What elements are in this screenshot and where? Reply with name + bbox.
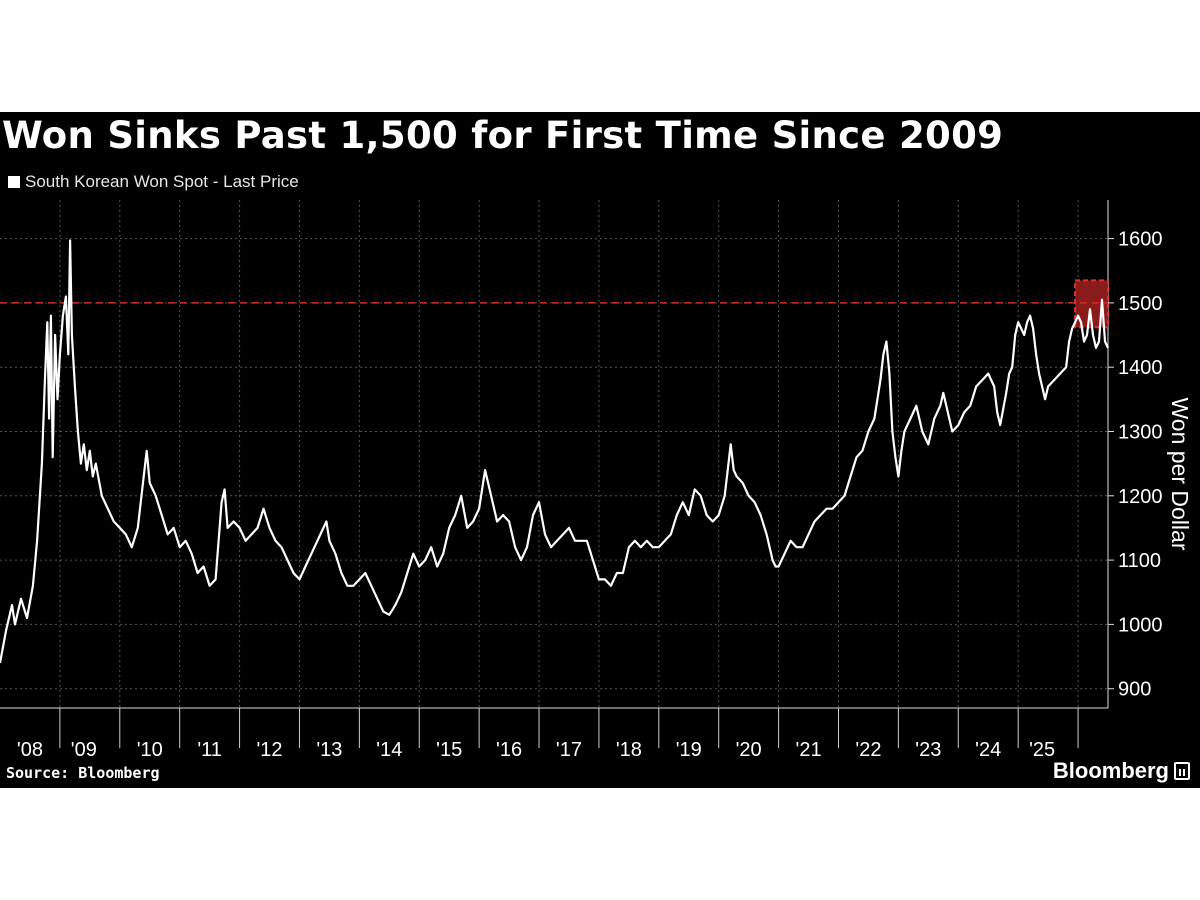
x-tick-label: '12	[256, 739, 282, 761]
x-tick-label: '19	[676, 739, 702, 761]
x-tick-label: '21	[796, 739, 822, 761]
x-tick-label: '17	[556, 739, 582, 761]
x-tick-label: '22	[855, 739, 881, 761]
y-tick-label: 1400	[1118, 357, 1163, 379]
terminal-icon	[1174, 762, 1190, 780]
legend: South Korean Won Spot - Last Price	[8, 172, 299, 192]
chart-card: Won Sinks Past 1,500 for First Time Sinc…	[0, 112, 1200, 788]
y-tick-label: 1000	[1118, 614, 1163, 636]
x-tick-label: '11	[197, 739, 222, 761]
y-tick-label: 1500	[1118, 293, 1163, 315]
x-tick-label: '25	[1029, 739, 1055, 761]
y-tick-label: 1200	[1118, 486, 1163, 508]
source-note: Source: Bloomberg	[6, 764, 160, 782]
x-tick-label: '08	[17, 739, 43, 761]
x-tick-label: '10	[137, 739, 163, 761]
x-tick-label: '24	[975, 739, 1001, 761]
chart-plot: 900 1000 1100 1200 1300 1400 1500 1600 '08 '09 '10…	[0, 200, 1193, 761]
y-tick-label: 1100	[1118, 550, 1161, 572]
y-axis-title: Won per Dollar	[1167, 398, 1193, 551]
legend-swatch	[8, 176, 20, 188]
legend-label: South Korean Won Spot - Last Price	[25, 172, 299, 191]
y-tick-label: 900	[1118, 679, 1151, 701]
series-line-won-spot	[0, 239, 1109, 664]
x-tick-label: '13	[316, 739, 342, 761]
y-tick-label: 1600	[1118, 229, 1163, 251]
x-tick-label: '18	[616, 739, 642, 761]
chart-title: Won Sinks Past 1,500 for First Time Sinc…	[2, 114, 1004, 157]
y-tick-label: 1300	[1118, 421, 1163, 443]
brand-logo: Bloomberg	[1053, 758, 1190, 784]
x-tick-label: '20	[736, 739, 762, 761]
x-tick-label: '23	[915, 739, 941, 761]
x-tick-label: '14	[376, 739, 402, 761]
brand-name: Bloomberg	[1052, 758, 1169, 783]
x-tick-label: '16	[496, 739, 522, 761]
x-tick-label: '09	[71, 739, 97, 761]
x-tick-label: '15	[436, 739, 462, 761]
